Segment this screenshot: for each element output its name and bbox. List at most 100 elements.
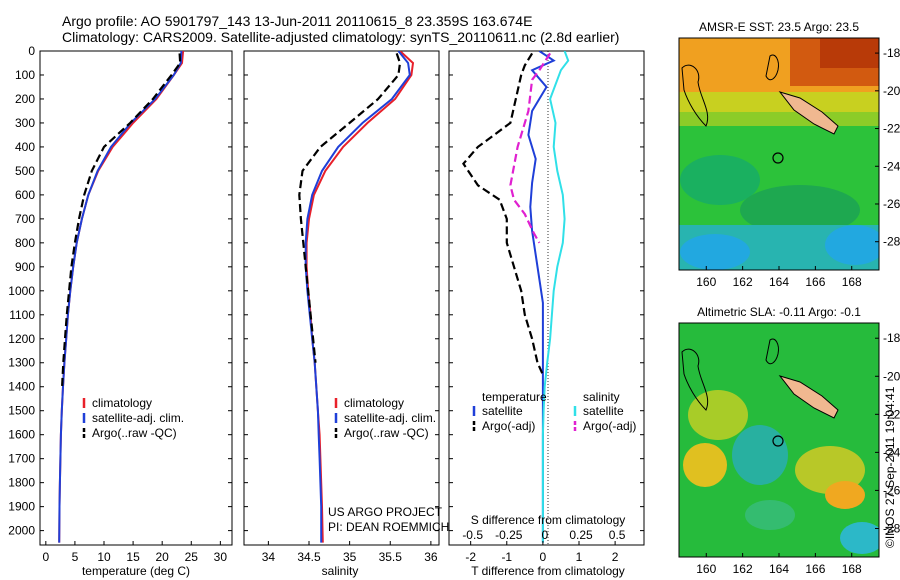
temperature-legend: climatology satellite-adj. clim. Argo(..… (82, 396, 184, 440)
legend-label-satellite: satellite-adj. clim. (344, 411, 436, 425)
s-x-tick-label: -0.25 (495, 528, 523, 542)
sst-cold-spot-1 (680, 234, 750, 270)
project-credit: US ARGO PROJECT (328, 505, 443, 519)
temperature-xlabel: temperature (deg C) (82, 564, 190, 578)
x-tick-label: -1 (501, 550, 512, 564)
imos-credit: ©IMOS 27-Sep-2011 19:04:41 (883, 386, 897, 548)
map-x-tick-label: 166 (805, 275, 825, 289)
sla-map-title: Altimetric SLA: -0.11 Argo: -0.1 (697, 305, 861, 319)
legend-label-climatology: climatology (344, 396, 404, 410)
difference-ticks: -2 -1 0 1 2 -0.5 -0.25 0 0.25 0.5 (449, 50, 644, 564)
coastline-outline (681, 64, 709, 127)
x-tick-label: 34 (262, 550, 276, 564)
y-tick-label: 100 (15, 68, 35, 82)
sst-hottest-patch (820, 38, 879, 68)
map-y-tick-label: -20 (883, 84, 900, 98)
x-tick-label: 15 (126, 550, 140, 564)
y-tick-label: 0 (28, 44, 35, 58)
map-y-tick-label: -22 (883, 407, 900, 421)
sst-map-title: AMSR-E SST: 23.5 Argo: 23.5 (699, 20, 859, 34)
map-y-tick-label: -18 (883, 331, 900, 345)
y-tick-label: 1100 (9, 308, 35, 322)
series-line-s-argo-adj- (509, 52, 552, 244)
series-line-satellite-adj-clim- (58, 51, 183, 543)
map-y-tick-label: -24 (883, 159, 900, 173)
new-caledonia-island (778, 375, 839, 419)
map-x-tick-label: 164 (769, 275, 789, 289)
y-tick-label: 800 (15, 236, 35, 250)
map-x-tick-label: 162 (733, 562, 753, 576)
temperature-axes-frame (39, 50, 233, 546)
map-y-tick-label: -28 (883, 235, 900, 249)
y-tick-label: 700 (15, 212, 35, 226)
map-x-tick-label: 168 (842, 275, 862, 289)
map-y-tick-label: -22 (883, 122, 900, 136)
series-line-s-satellite (541, 51, 570, 543)
sla-high-2 (683, 443, 727, 487)
sst-cool-eddy-2 (740, 185, 860, 235)
x-tick-label: 30 (214, 550, 228, 564)
sst-transition-band (679, 112, 879, 126)
sla-heatmap (679, 323, 879, 557)
y-tick-label: 1700 (8, 452, 35, 466)
map-x-tick-label: 162 (733, 275, 753, 289)
x-tick-label: -2 (465, 550, 476, 564)
temperature-panel: 0 5 10 15 20 25 300100200300400500600700800900… (8, 44, 233, 578)
map-x-tick-label: 166 (805, 562, 825, 576)
sst-cool-eddy-1 (680, 155, 760, 205)
t-difference-xlabel: T difference from climatology (471, 564, 625, 578)
sla-map-ticks: 160 162 164 166 168 -18 -20 -22 -24 -26 -28 (696, 331, 900, 576)
coastline-outline (681, 348, 709, 411)
legend-label-satellite: satellite-adj. clim. (92, 411, 184, 425)
map-x-tick-label: 160 (696, 562, 716, 576)
sla-low-2 (840, 522, 879, 554)
salinity-panel: 34 34.5 35 35.5 36 salinity climatology sate… (243, 50, 449, 578)
y-tick-label: 1000 (8, 284, 35, 298)
reef-outline (765, 54, 779, 81)
argo-position-marker (772, 435, 784, 447)
map-x-tick-label: 160 (696, 275, 716, 289)
y-tick-label: 200 (15, 92, 35, 106)
x-tick-label: 10 (97, 550, 111, 564)
y-tick-label: 1300 (8, 356, 35, 370)
sst-map-ticks: 160 162 164 166 168 -18 -20 -22 -24 -26 -28 (696, 46, 900, 289)
salinity-ticks: 34 34.5 35 35.5 36 (244, 50, 439, 564)
difference-series-group (462, 51, 570, 543)
s-x-tick-label: 0 (542, 528, 549, 542)
sla-map-panel: Altimetric SLA: -0.11 Argo: -0.1 160 162 1… (678, 305, 900, 576)
y-tick-label: 1500 (8, 404, 35, 418)
difference-panel: -2 -1 0 1 2 -0.5 -0.25 0 0.25 0.5 S difference fr… (448, 50, 645, 578)
y-tick-label: 1900 (8, 500, 35, 514)
sst-heatmap (679, 38, 879, 270)
series-line-argo-raw-qc- (298, 53, 402, 363)
reef-outline (765, 338, 779, 365)
legend-label-t-argo: Argo(-adj) (482, 419, 535, 433)
figure-title-line2: Climatology: CARS2009. Satellite-adjuste… (62, 29, 619, 45)
legend-label-climatology: climatology (92, 396, 152, 410)
sla-high-1 (688, 390, 748, 440)
s-x-tick-label: -0.5 (462, 528, 483, 542)
x-tick-label: 36 (424, 550, 438, 564)
legend-label-s-argo: Argo(-adj) (583, 419, 636, 433)
s-difference-label: S difference from climatology (471, 513, 626, 527)
map-y-tick-label: -20 (883, 369, 900, 383)
y-tick-label: 1600 (8, 428, 35, 442)
y-tick-label: 1800 (8, 476, 35, 490)
y-tick-label: 2000 (8, 524, 35, 538)
sst-cold-spot-2 (825, 225, 879, 265)
series-line-argo-raw-qc- (61, 53, 182, 387)
legend-label-argo: Argo(..raw -QC) (344, 426, 429, 440)
y-tick-label: 1200 (8, 332, 35, 346)
map-y-tick-label: -26 (883, 197, 900, 211)
sla-low-1 (732, 425, 788, 485)
x-tick-label: 2 (612, 550, 619, 564)
sla-low-3 (745, 500, 795, 530)
temperature-ticks: 0 5 10 15 20 25 300100200300400500600700800900… (8, 44, 232, 564)
sst-map-panel: AMSR-E SST: 23.5 Argo: 23.5 160 162 164 166… (678, 20, 900, 289)
series-line-t-argo-adj- (462, 52, 544, 376)
x-tick-label: 25 (185, 550, 199, 564)
y-tick-label: 600 (15, 188, 35, 202)
x-tick-label: 1 (576, 550, 583, 564)
y-tick-label: 400 (15, 140, 35, 154)
